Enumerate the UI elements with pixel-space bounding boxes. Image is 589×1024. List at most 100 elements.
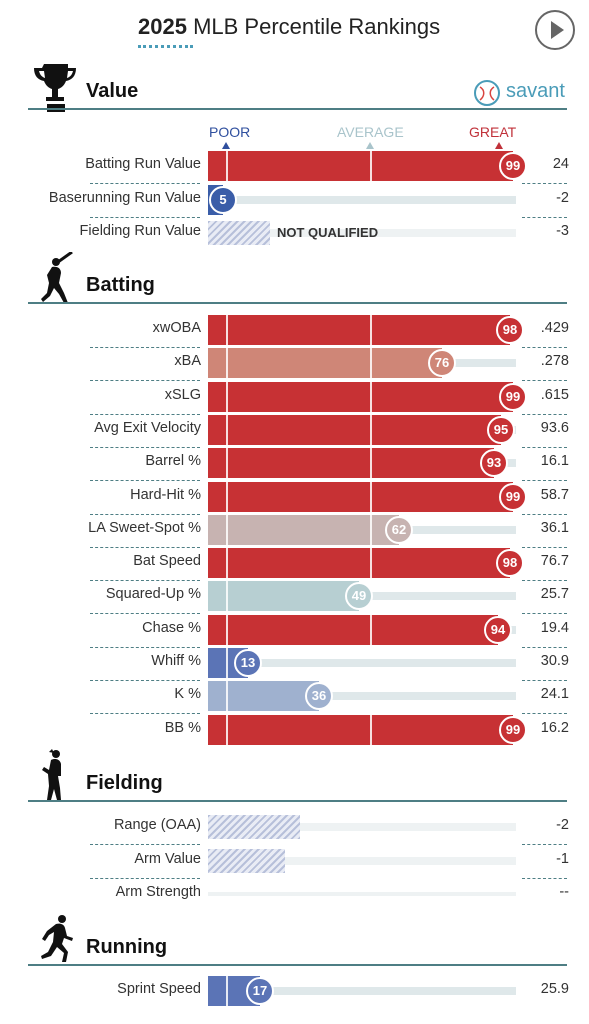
metric-row[interactable]: Arm Strength -- bbox=[0, 877, 589, 911]
metric-value: -3 bbox=[556, 223, 569, 239]
metric-row[interactable]: Avg Exit Velocity 95 93.6 bbox=[0, 413, 589, 448]
row-divider bbox=[522, 713, 567, 715]
bar-gridline bbox=[226, 481, 228, 512]
bar-gridline bbox=[370, 514, 372, 545]
percentile-badge: 62 bbox=[385, 515, 413, 544]
baseball-icon bbox=[474, 80, 500, 106]
percentile-badge: 99 bbox=[499, 382, 527, 411]
metric-row[interactable]: xBA 76 .278 bbox=[0, 346, 589, 382]
title-year: 2025 bbox=[138, 14, 187, 39]
bar-gridline bbox=[370, 348, 372, 379]
metric-row[interactable]: Range (OAA) -2 bbox=[0, 810, 589, 845]
metric-row[interactable]: Barrel % 93 16.1 bbox=[0, 446, 589, 482]
metric-label: LA Sweet-Spot % bbox=[88, 519, 201, 536]
metric-label: xwOBA bbox=[152, 320, 201, 336]
metric-label: K % bbox=[174, 686, 201, 703]
section-title-running: Running bbox=[86, 936, 168, 958]
metric-row[interactable]: Hard-Hit % 99 58.7 bbox=[0, 480, 589, 515]
metric-row[interactable]: BB % 99 16.2 bbox=[0, 713, 589, 747]
metric-row[interactable]: LA Sweet-Spot % 62 36.1 bbox=[0, 513, 589, 548]
metric-row[interactable]: xSLG 99 .615 bbox=[0, 380, 589, 415]
percentile-badge: 13 bbox=[234, 649, 262, 677]
section-divider bbox=[28, 800, 567, 802]
metric-value: .615 bbox=[540, 386, 569, 403]
row-divider bbox=[90, 844, 200, 845]
metric-row[interactable]: K % 36 24.1 bbox=[0, 679, 589, 715]
metric-row[interactable]: Baserunning Run Value 5 -2 bbox=[0, 183, 589, 218]
page-header: 2025 MLB Percentile Rankings bbox=[0, 0, 589, 60]
not-qualified-label: NOT QUALIFIED bbox=[277, 225, 379, 240]
bar-gridline bbox=[226, 548, 228, 579]
metric-value: 58.7 bbox=[540, 486, 569, 503]
row-divider bbox=[522, 480, 567, 482]
runner-icon bbox=[41, 915, 73, 962]
row-divider bbox=[90, 613, 200, 615]
bar-gridline bbox=[370, 548, 372, 579]
row-divider bbox=[90, 480, 200, 482]
metric-value: .278 bbox=[540, 353, 569, 370]
percentile-bar bbox=[208, 348, 442, 379]
metric-label: Baserunning Run Value bbox=[48, 189, 201, 206]
percentile-badge: 93 bbox=[480, 449, 508, 478]
metric-value: 16.2 bbox=[540, 719, 569, 736]
row-divider bbox=[90, 580, 200, 582]
percentile-track bbox=[208, 987, 516, 995]
metric-label: Range (OAA) bbox=[113, 817, 201, 833]
bar-gridline bbox=[226, 614, 228, 645]
metric-label: xSLG bbox=[164, 386, 201, 403]
metric-value: -1 bbox=[556, 850, 569, 867]
section-batting-header: Batting bbox=[0, 252, 589, 304]
row-divider bbox=[90, 183, 200, 184]
bar-gridline bbox=[226, 381, 228, 412]
percentile-bar bbox=[208, 581, 359, 612]
row-divider bbox=[90, 713, 200, 715]
percentile-bar bbox=[208, 481, 513, 512]
row-divider bbox=[522, 844, 567, 845]
metric-value: 25.9 bbox=[540, 981, 569, 997]
bar-gridline bbox=[226, 448, 228, 479]
row-divider bbox=[522, 216, 567, 218]
metric-value: 76.7 bbox=[540, 553, 569, 570]
metric-row[interactable]: Batting Run Value 99 24 bbox=[0, 149, 589, 184]
percentile-bar bbox=[208, 315, 510, 345]
metric-label: Arm Value bbox=[134, 850, 201, 867]
metric-row[interactable]: Squared-Up % 49 25.7 bbox=[0, 579, 589, 615]
bar-gridline bbox=[370, 614, 372, 645]
metric-row[interactable]: xwOBA 98 .429 bbox=[0, 313, 589, 348]
metric-row[interactable]: Chase % 94 19.4 bbox=[0, 613, 589, 648]
metric-value: 24 bbox=[552, 156, 569, 172]
scale-great-arrow bbox=[495, 142, 503, 149]
metric-row[interactable]: Fielding Run Value NOT QUALIFIED -3 bbox=[0, 216, 589, 250]
bar-gridline bbox=[226, 714, 228, 745]
percentile-badge: 98 bbox=[496, 549, 524, 578]
fielder-icon bbox=[42, 749, 61, 800]
row-divider bbox=[90, 413, 200, 415]
row-divider bbox=[522, 183, 567, 184]
section-divider bbox=[28, 964, 567, 966]
bar-gridline bbox=[226, 976, 228, 1006]
metric-row[interactable]: Sprint Speed 17 25.9 bbox=[0, 974, 589, 1008]
percentile-track bbox=[208, 823, 516, 831]
metric-row[interactable]: Whiff % 13 30.9 bbox=[0, 646, 589, 681]
not-qualified-hatch bbox=[208, 221, 270, 245]
row-divider bbox=[90, 347, 200, 348]
metric-row[interactable]: Bat Speed 98 76.7 bbox=[0, 546, 589, 582]
metric-value: 36.1 bbox=[540, 519, 569, 536]
percentile-badge: 99 bbox=[499, 152, 527, 180]
metric-value: 16.1 bbox=[540, 453, 569, 470]
play-icon[interactable] bbox=[535, 10, 575, 50]
metric-row[interactable]: Arm Value -1 bbox=[0, 844, 589, 879]
percentile-hatch-bar bbox=[208, 815, 300, 839]
metric-value: -2 bbox=[556, 817, 569, 833]
bar-gridline bbox=[226, 581, 228, 612]
percentile-bar bbox=[208, 614, 498, 645]
bar-gridline bbox=[226, 648, 228, 678]
metric-label: Barrel % bbox=[145, 453, 201, 470]
row-divider bbox=[90, 380, 200, 382]
row-divider bbox=[90, 646, 200, 648]
section-title-fielding: Fielding bbox=[86, 772, 163, 794]
section-title-value: Value bbox=[86, 80, 139, 102]
metric-value: 25.7 bbox=[540, 586, 569, 603]
metric-label: Fielding Run Value bbox=[79, 223, 201, 239]
bar-gridline bbox=[370, 381, 372, 412]
